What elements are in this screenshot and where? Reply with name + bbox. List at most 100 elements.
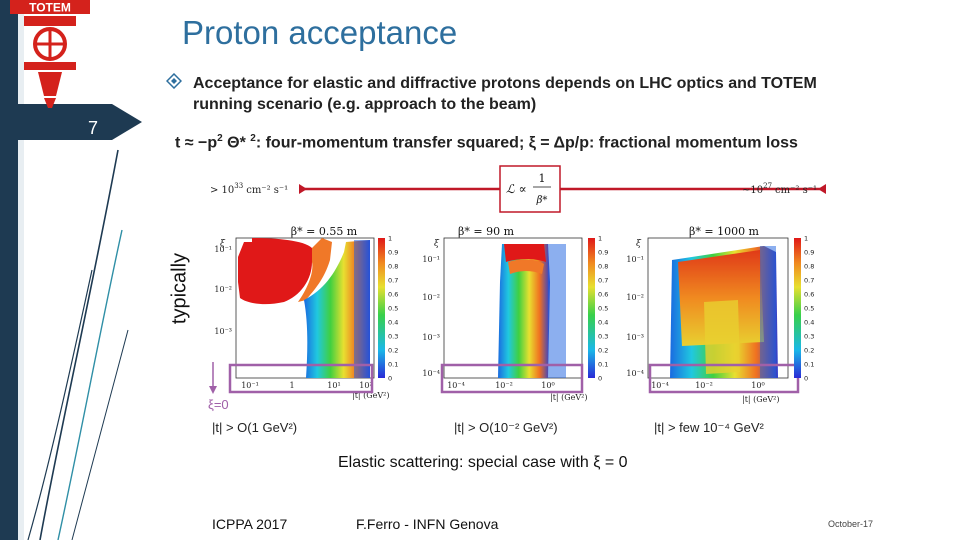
panel-3: β* = 1000 m 10⁻¹ 10⁻² 10⁻³ 10⁻⁴ ξ 10⁻⁴ 1… bbox=[626, 225, 800, 404]
panel-3-xtick-2: 10⁻² bbox=[695, 381, 713, 390]
side-label: typically bbox=[160, 235, 200, 355]
panel-1-beta-label: β* = 0.55 m bbox=[291, 225, 358, 238]
colorbar-2-ticks: 1 0.9 0.8 0.7 0.6 0.5 0.4 0.3 0.2 0.1 0 bbox=[598, 235, 608, 383]
panel-3-red-core bbox=[678, 250, 764, 346]
panel-3-blue-edge bbox=[760, 246, 776, 378]
colorbar-2-tick-label: 0.6 bbox=[598, 291, 608, 299]
panel-1-band bbox=[304, 240, 370, 378]
colorbar-3-tick-label: 0.8 bbox=[804, 263, 814, 271]
panel-1-blue-edge bbox=[354, 240, 370, 378]
panel-3-ytick-3: 10⁻³ bbox=[626, 333, 644, 342]
panel-2-red-top bbox=[504, 244, 546, 262]
colorbar-3-tick-label: 0.4 bbox=[804, 319, 814, 327]
lumi-formula-den: β* bbox=[536, 195, 548, 206]
colorbar-3-tick-label: 0 bbox=[804, 375, 808, 383]
panel-2-xtick-1: 10⁻⁴ bbox=[447, 381, 465, 390]
colorbar-1-tick-label: 0.4 bbox=[388, 319, 398, 327]
panel-3-ytick-1: 10⁻¹ bbox=[626, 255, 644, 264]
panel-2-beta-label: β* = 90 m bbox=[458, 225, 515, 238]
page-title: Proton acceptance bbox=[182, 14, 458, 51]
panel-2-orange-band bbox=[508, 259, 544, 274]
lumi-formula-lhs: ℒ ∝ bbox=[506, 182, 527, 196]
acceptance-figure: > 1033 cm⁻² s⁻¹ ~1027 cm⁻² s⁻¹ ℒ ∝ 1 β* β*… bbox=[204, 162, 834, 439]
panel-1-orange-ridge bbox=[298, 238, 332, 302]
lumi-formula-num: 1 bbox=[539, 172, 546, 185]
panel-2-ytick-1: 10⁻¹ bbox=[422, 255, 440, 264]
colorbar-1-tick-label: 0.9 bbox=[388, 249, 398, 257]
panel-2-ytick-4: 10⁻⁴ bbox=[422, 369, 440, 378]
panel-2-ytick-2: 10⁻² bbox=[422, 293, 440, 302]
panel-1: β* = 0.55 m 10⁻¹ 10⁻² 10⁻³ ξ 10⁻¹ 1 10¹ … bbox=[208, 225, 390, 412]
lumi-high-unit: cm⁻² s⁻¹ bbox=[246, 185, 288, 196]
panel-2-xlabel: |t| (GeV²) bbox=[550, 393, 588, 402]
footer-date: October-17 bbox=[828, 519, 874, 529]
footer-conference: ICPPA 2017 bbox=[212, 516, 288, 532]
formula-part1: t ≈ −p bbox=[175, 134, 218, 152]
colorbar-2-tick-label: 0.7 bbox=[598, 277, 608, 285]
footer-author: F.Ferro - INFN Genova bbox=[356, 516, 499, 532]
panel-2-blue-edge bbox=[548, 244, 566, 378]
panel-1-xtick-3: 10¹ bbox=[327, 381, 340, 390]
side-label-text: typically bbox=[168, 252, 191, 325]
colorbar-1-tick-label: 0.7 bbox=[388, 277, 398, 285]
colorbar-1-tick-label: 0.3 bbox=[388, 333, 398, 341]
logo-text: TOTEM bbox=[29, 1, 71, 15]
panel-3-xtick-1: 10⁻⁴ bbox=[651, 381, 669, 390]
colorbar-3-tick-label: 0.3 bbox=[804, 333, 814, 341]
case-label-1: |t| > O(1 GeV²) bbox=[212, 420, 298, 435]
panel-1-ylabel: ξ bbox=[220, 239, 226, 249]
colorbar-1-tick-label: 0.5 bbox=[388, 305, 398, 313]
colorbar-1-tick-label: 0.2 bbox=[388, 347, 398, 355]
formula-sup2: 2 bbox=[250, 133, 256, 144]
panel-1-ytick-2: 10⁻² bbox=[214, 285, 232, 294]
formula-part2: Θ* bbox=[222, 134, 251, 152]
lumi-high-base: > 10 bbox=[210, 185, 234, 196]
panel-1-xlabel: |t| (GeV²) bbox=[352, 391, 390, 400]
panel-1-xtick-4: 10² bbox=[359, 381, 372, 390]
colorbar-2-tick-label: 0.3 bbox=[598, 333, 608, 341]
colorbar-2-tick-label: 0.5 bbox=[598, 305, 608, 313]
panel-1-red-core bbox=[238, 238, 312, 305]
case-label-2: |t| > O(10⁻² GeV²) bbox=[454, 420, 558, 435]
colorbar-3-tick-label: 1 bbox=[804, 235, 808, 243]
colorbar-3-ticks: 1 0.9 0.8 0.7 0.6 0.5 0.4 0.3 0.2 0.1 0 bbox=[804, 235, 814, 383]
panel-1-highlight-box bbox=[228, 363, 374, 394]
luminosity-formula-box bbox=[499, 165, 561, 213]
formula-part3: : four-momentum transfer squared; ξ = Δp… bbox=[255, 134, 798, 152]
panel-3-ylabel: ξ bbox=[636, 239, 642, 249]
lumi-low-exp: 27 bbox=[763, 182, 772, 190]
panel-3-ytick-2: 10⁻² bbox=[626, 293, 644, 302]
formula-sup1: 2 bbox=[217, 133, 223, 144]
colorbar-1-tick-label: 1 bbox=[388, 235, 392, 243]
colorbar-3-tick-label: 0.7 bbox=[804, 277, 814, 285]
panel-3-ytick-4: 10⁻⁴ bbox=[626, 369, 644, 378]
lumi-low-base: ~10 bbox=[742, 185, 763, 196]
colorbar-1-tick-label: 0.1 bbox=[388, 361, 398, 369]
colorbar-3-tick-label: 0.5 bbox=[804, 305, 814, 313]
panel-1-ytick-1: 10⁻¹ bbox=[214, 245, 232, 254]
panel-2-highlight-box bbox=[440, 363, 584, 394]
panel-1-xtick-2: 1 bbox=[289, 381, 294, 390]
colorbar-2-tick-label: 0 bbox=[598, 375, 602, 383]
colorbar-2-tick-label: 0.8 bbox=[598, 263, 608, 271]
case-label-3: |t| > few 10⁻⁴ GeV² bbox=[654, 420, 764, 435]
colorbar-2-tick-label: 0.4 bbox=[598, 319, 608, 327]
bullet-text: Acceptance for elastic and diffractive p… bbox=[193, 75, 817, 113]
bullet-point: Acceptance for elastic and diffractive p… bbox=[166, 73, 866, 115]
figure-caption: Elastic scattering: special case with ξ … bbox=[338, 454, 628, 471]
colorbar-1-tick-label: 0.6 bbox=[388, 291, 398, 299]
xi-zero-label: ξ=0 bbox=[208, 397, 229, 412]
lumi-high-label: > 1033 cm⁻² s⁻¹ bbox=[210, 182, 288, 196]
lumi-low-label: ~1027 cm⁻² s⁻¹ bbox=[742, 182, 817, 196]
slide-number: 7 bbox=[87, 118, 98, 138]
sidebar-decoration bbox=[0, 0, 142, 540]
colorbar-2-tick-label: 0.1 bbox=[598, 361, 608, 369]
panel-2-xtick-3: 10⁰ bbox=[541, 381, 554, 390]
panel-1-xtick-1: 10⁻¹ bbox=[241, 381, 259, 390]
panel-3-highlight-box bbox=[648, 363, 800, 394]
colorbar-3-tick-label: 0.2 bbox=[804, 347, 814, 355]
panel-2-ylabel: ξ bbox=[434, 239, 440, 249]
colorbar-2-tick-label: 1 bbox=[598, 235, 602, 243]
colorbar-2-tick-label: 0.9 bbox=[598, 249, 608, 257]
colorbar-3-tick-label: 0.9 bbox=[804, 249, 814, 257]
